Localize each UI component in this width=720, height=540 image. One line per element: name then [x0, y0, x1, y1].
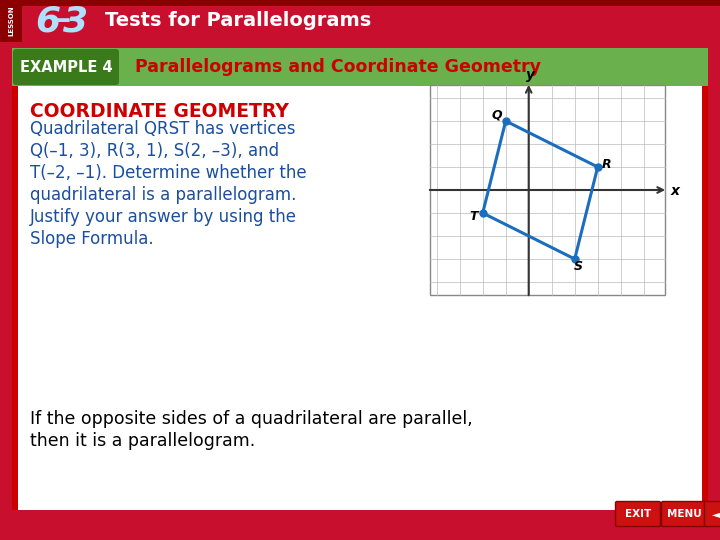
Text: S: S: [575, 260, 583, 273]
FancyBboxPatch shape: [13, 49, 119, 85]
Text: EXIT: EXIT: [625, 509, 651, 519]
FancyBboxPatch shape: [662, 502, 706, 526]
Text: T(–2, –1). Determine whether the: T(–2, –1). Determine whether the: [30, 164, 307, 182]
Text: Justify your answer by using the: Justify your answer by using the: [30, 208, 297, 226]
FancyBboxPatch shape: [12, 124, 708, 510]
Text: x: x: [670, 184, 680, 198]
Text: then it is a parallelogram.: then it is a parallelogram.: [30, 432, 256, 450]
Text: –: –: [55, 4, 71, 33]
Text: R: R: [602, 159, 611, 172]
FancyBboxPatch shape: [0, 0, 22, 42]
Text: T: T: [469, 211, 478, 224]
Text: Q: Q: [491, 109, 502, 122]
Text: quadrilateral is a parallelogram.: quadrilateral is a parallelogram.: [30, 186, 297, 204]
Text: Parallelograms and Coordinate Geometry: Parallelograms and Coordinate Geometry: [135, 58, 541, 76]
FancyBboxPatch shape: [430, 85, 665, 295]
Text: If the opposite sides of a quadrilateral are parallel,: If the opposite sides of a quadrilateral…: [30, 410, 473, 428]
FancyBboxPatch shape: [702, 86, 708, 510]
Text: Q(–1, 3), R(3, 1), S(2, –3), and: Q(–1, 3), R(3, 1), S(2, –3), and: [30, 142, 279, 160]
Text: LESSON: LESSON: [8, 6, 14, 36]
Text: y: y: [526, 68, 535, 82]
Text: 3: 3: [63, 4, 89, 38]
Text: MENU: MENU: [667, 509, 701, 519]
FancyBboxPatch shape: [616, 502, 660, 526]
FancyBboxPatch shape: [12, 48, 708, 86]
Text: ◄: ◄: [712, 509, 720, 519]
Text: COORDINATE GEOMETRY: COORDINATE GEOMETRY: [30, 102, 289, 121]
FancyBboxPatch shape: [0, 0, 720, 42]
FancyBboxPatch shape: [0, 0, 720, 6]
Text: Tests for Parallelograms: Tests for Parallelograms: [105, 11, 372, 30]
Text: 6: 6: [35, 4, 60, 38]
Text: Quadrilateral QRST has vertices: Quadrilateral QRST has vertices: [30, 120, 295, 138]
FancyBboxPatch shape: [704, 502, 720, 526]
FancyBboxPatch shape: [12, 86, 708, 510]
Text: EXAMPLE 4: EXAMPLE 4: [19, 59, 112, 75]
FancyBboxPatch shape: [12, 86, 18, 510]
Text: Slope Formula.: Slope Formula.: [30, 230, 153, 248]
